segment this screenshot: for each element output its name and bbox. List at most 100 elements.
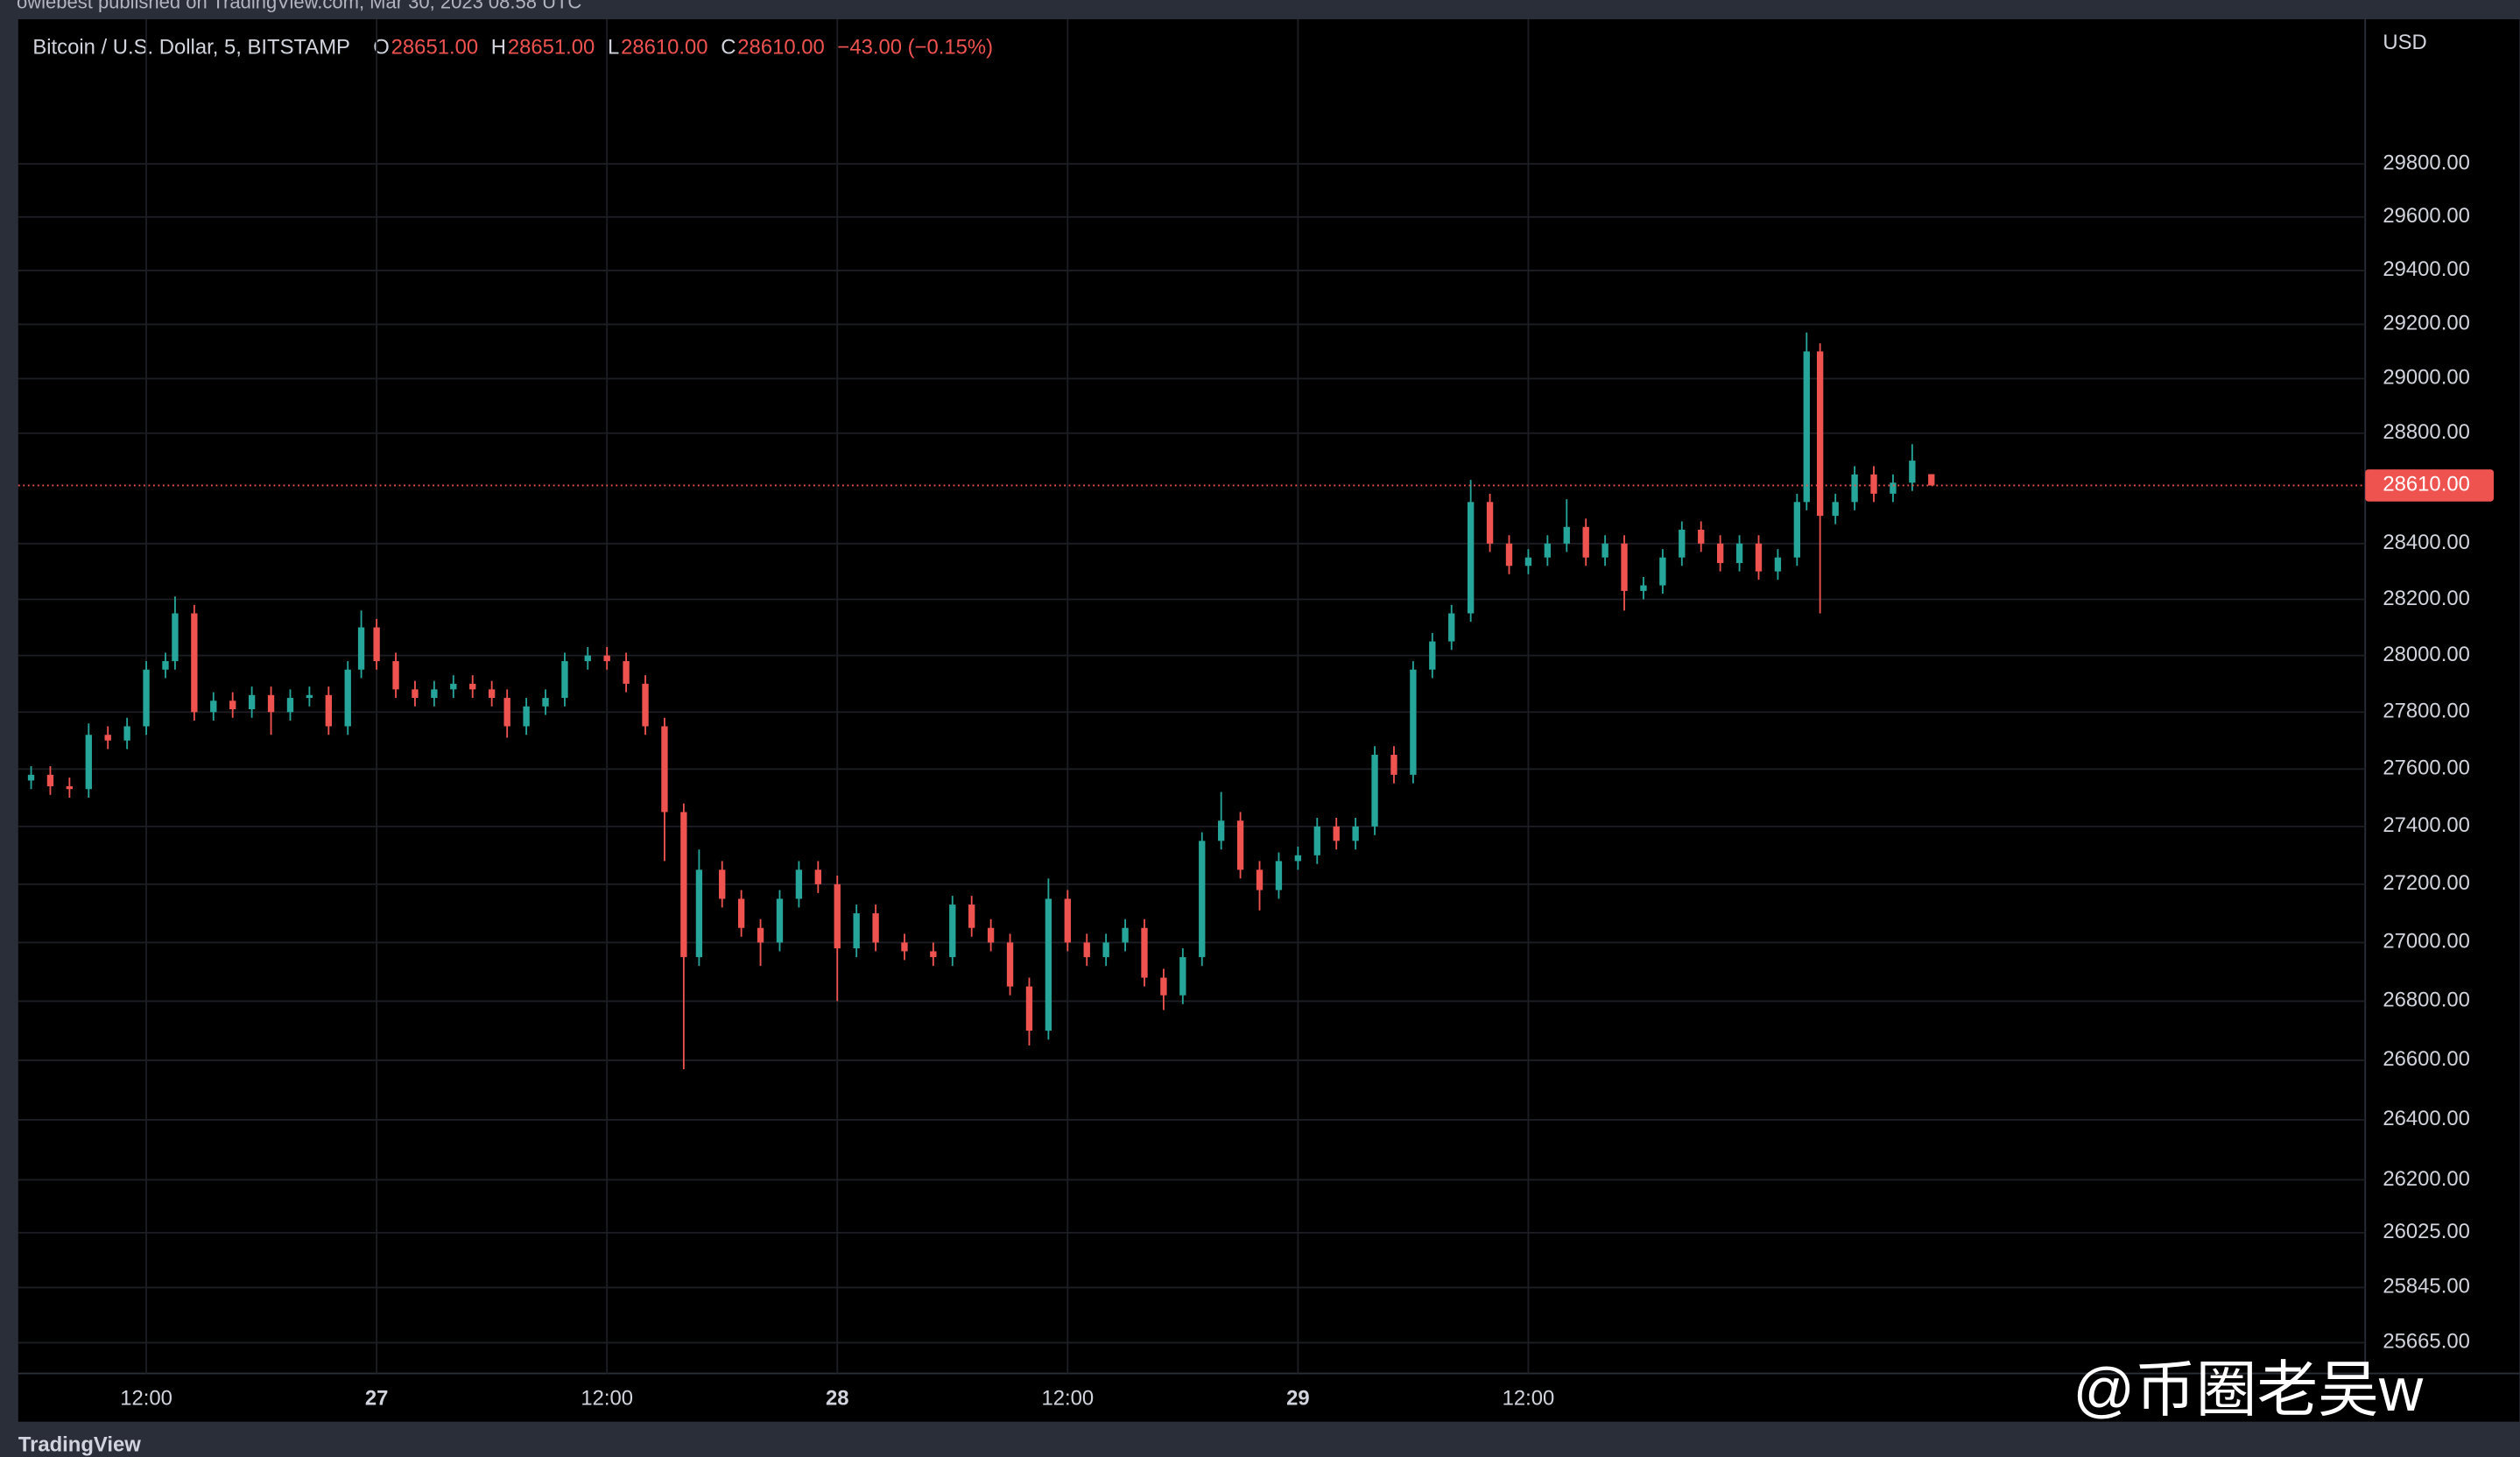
legend-value: 28610.00	[737, 35, 824, 59]
candle-body	[1122, 927, 1129, 943]
chart-area	[18, 19, 2520, 1422]
candle-body	[286, 698, 294, 713]
candle-body	[306, 694, 313, 699]
y-tick-label: 27200.00	[2383, 871, 2469, 895]
candle-body	[1870, 474, 1877, 494]
legend-key: C	[721, 35, 736, 59]
candle-body	[229, 700, 236, 710]
candle-body	[737, 898, 745, 928]
last-price-label: 28610.00	[2383, 473, 2469, 496]
legend-key: H	[491, 35, 506, 59]
candle-body	[1333, 826, 1340, 841]
candle-body	[661, 726, 668, 813]
candle-body	[1045, 898, 1052, 1031]
y-tick-label: 29000.00	[2383, 366, 2469, 390]
candle-body	[210, 700, 217, 713]
x-tick-label: 12:00	[120, 1386, 172, 1410]
candle-body	[776, 898, 784, 943]
candle-body	[143, 669, 150, 727]
candle-body	[1601, 543, 1608, 558]
candle-body	[1793, 502, 1801, 558]
candle-body	[1083, 942, 1090, 958]
candle-body	[488, 689, 496, 699]
candle-body	[901, 942, 908, 952]
candle-body	[123, 726, 130, 741]
candle-body	[1735, 543, 1743, 564]
legend-key: O	[373, 35, 390, 59]
y-tick-label: 29800.00	[2383, 151, 2469, 174]
legend-value: 28651.00	[391, 35, 478, 59]
candle-body	[248, 694, 256, 710]
candle-body	[1199, 841, 1206, 958]
y-tick-label: 26800.00	[2383, 989, 2469, 1012]
candle-body	[344, 669, 351, 727]
candle-body	[1890, 482, 1897, 494]
candle-body	[503, 698, 510, 727]
candle-body	[1448, 613, 1455, 642]
candle-body	[450, 683, 457, 690]
y-tick-label: 27400.00	[2383, 813, 2469, 837]
y-tick-label: 27000.00	[2383, 930, 2469, 954]
published-note: owlebest published on TradingView.com, M…	[17, 0, 581, 12]
y-tick-label: 29400.00	[2383, 257, 2469, 281]
candle-body	[357, 627, 365, 670]
x-tick-label: 12:00	[1503, 1386, 1555, 1410]
candle-body	[27, 774, 35, 781]
y-tick-label: 29600.00	[2383, 204, 2469, 228]
candle-body	[1275, 861, 1283, 890]
candle-body	[1774, 557, 1782, 572]
candle-body	[373, 627, 380, 662]
candle-body	[1352, 826, 1359, 841]
candle-body	[968, 904, 975, 928]
candle-body	[1640, 585, 1647, 591]
y-tick-label: 26025.00	[2383, 1220, 2469, 1243]
candle-body	[542, 698, 549, 707]
y-tick-label: 28200.00	[2383, 587, 2469, 610]
candle-body	[603, 655, 610, 662]
candle-body	[1563, 526, 1570, 544]
candle-body	[1716, 543, 1724, 564]
y-tick-label: 28800.00	[2383, 420, 2469, 444]
candle-body	[1025, 986, 1033, 1031]
candle-body	[1505, 543, 1513, 567]
brand: TradingView	[18, 1432, 141, 1456]
candle-body	[469, 683, 476, 690]
candle-body	[1467, 502, 1475, 614]
candle-body	[1256, 869, 1264, 890]
candle-body	[1179, 957, 1186, 996]
candle-body	[392, 661, 399, 690]
legend-value: 28651.00	[508, 35, 595, 59]
candle-body	[680, 812, 687, 958]
y-tick-label: 29200.00	[2383, 312, 2469, 335]
candle-body	[853, 913, 860, 949]
candle-body	[623, 661, 630, 684]
candle-body	[584, 655, 591, 662]
candle-body	[1371, 755, 1378, 827]
candle-body	[1160, 977, 1167, 996]
candle-body	[66, 785, 74, 790]
candle-body	[719, 869, 726, 899]
candle-body	[930, 951, 937, 958]
candle-body	[412, 689, 419, 699]
candle-body	[1679, 529, 1686, 558]
candle-body	[642, 683, 649, 727]
candle-body	[1698, 529, 1705, 544]
candle-body	[162, 661, 169, 670]
candle-body	[834, 883, 841, 949]
candle-body	[1816, 351, 1824, 517]
candle-body	[1582, 526, 1589, 558]
candle-body	[172, 613, 179, 662]
candle-body	[1803, 351, 1810, 503]
y-tick-label: 26200.00	[2383, 1167, 2469, 1191]
x-tick-label: 12:00	[581, 1386, 633, 1410]
y-tick-label: 25665.00	[2383, 1330, 2469, 1354]
candle-body	[1313, 826, 1320, 855]
legend-change: −43.00 (−0.15%)	[837, 35, 993, 59]
candle-body	[1851, 474, 1858, 503]
candle-body	[85, 735, 92, 790]
candle-body	[46, 774, 54, 786]
candle-body	[325, 694, 332, 727]
candle-body	[1006, 942, 1014, 987]
